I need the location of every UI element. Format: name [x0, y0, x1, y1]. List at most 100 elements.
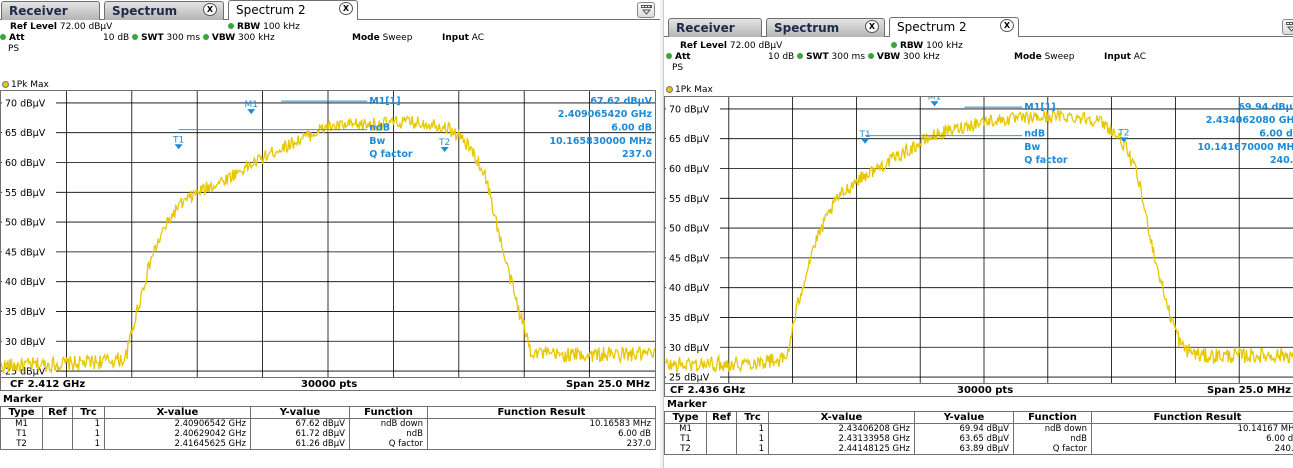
tab-spectrum-2[interactable]: Spectrum 2 X: [889, 17, 1019, 37]
marker-t1-icon: [174, 144, 183, 150]
tab-receiver[interactable]: Receiver: [668, 18, 762, 37]
y-tick-label-background: [666, 222, 720, 234]
marker-readout-frequency: 2.434062080 GHz: [1206, 115, 1293, 126]
marker-readout-title: M1[1]: [369, 96, 400, 107]
bandwidth-value: 10.165830000 MHz: [549, 136, 652, 147]
att-value[interactable]: 10 dB: [768, 52, 795, 62]
column-header: Trc: [72, 406, 105, 419]
att-value[interactable]: 10 dB: [103, 33, 130, 43]
type-cell: T1: [664, 434, 707, 444]
tab-spectrum[interactable]: Spectrum X: [104, 1, 224, 20]
mode-value[interactable]: Sweep: [1044, 52, 1075, 62]
column-header: Y-value: [250, 406, 350, 419]
status-dot-icon: [0, 34, 6, 40]
y-tick-label-background: [2, 156, 56, 168]
y-tick-label: 45 dBµV: [669, 253, 710, 264]
vbw-value[interactable]: 300 kHz: [238, 33, 275, 43]
spectrum-diagram[interactable]: 70 dBµV 65 dBµV 60 dBµV 55 dBµV 50 dBµV 45 dB…: [664, 96, 1293, 384]
bandwidth-value: 10.141670000 MHz: [1197, 142, 1293, 153]
table-row[interactable]: M1 1 2.40906542 GHz 67.62 dBµV ndB down …: [0, 418, 656, 429]
tab-label: Spectrum: [112, 4, 178, 18]
column-header: X-value: [104, 406, 251, 419]
y-value-cell: 67.62 dBµV: [250, 418, 350, 429]
marker-t2-icon: [440, 146, 449, 152]
tab-spectrum-2[interactable]: Spectrum 2 X: [228, 0, 358, 20]
function-cell: ndB down: [349, 418, 428, 429]
input-value[interactable]: AC: [471, 33, 485, 43]
trc-cell: 1: [736, 434, 769, 444]
y-tick-label-background: [2, 96, 56, 108]
y-tick-label: 70 dBµV: [669, 104, 710, 115]
tab-spectrum[interactable]: Spectrum X: [766, 18, 885, 37]
menu-icon[interactable]: [637, 2, 655, 18]
marker-t1-icon: [861, 138, 870, 144]
close-icon[interactable]: X: [865, 20, 879, 33]
bandwidth-label: Bw: [369, 136, 385, 147]
swt-label: SWT: [141, 33, 164, 43]
input-value[interactable]: AC: [1133, 52, 1147, 62]
rbw-value[interactable]: 100 kHz: [926, 41, 963, 51]
table-row[interactable]: T1 1 2.43133958 GHz 63.65 dBµV ndB 6.00 …: [664, 434, 1293, 444]
tab-receiver[interactable]: Receiver: [1, 1, 100, 20]
table-row[interactable]: T1 1 2.40629042 GHz 61.72 dBµV ndB 6.00 …: [0, 429, 656, 439]
function-result-cell: 237.0: [427, 439, 656, 450]
trace-label: 1Pk Max: [666, 85, 713, 95]
close-icon[interactable]: X: [339, 2, 353, 15]
mode-value[interactable]: Sweep: [382, 33, 413, 43]
y-tick-label-background: [2, 335, 56, 347]
column-header: Trc: [736, 411, 769, 424]
rbw-value[interactable]: 100 kHz: [263, 22, 300, 32]
analyzer-panel-left: Receiver Spectrum X Spectrum 2 X Ref Level…: [0, 0, 660, 450]
trc-cell: 1: [72, 418, 105, 429]
marker-m1-icon: [930, 101, 939, 107]
x-value-cell: 2.43133958 GHz: [768, 434, 915, 444]
x-value-cell: 2.40629042 GHz: [104, 429, 251, 439]
y-tick-label: 50 dBµV: [5, 218, 46, 229]
vbw-value[interactable]: 300 kHz: [903, 52, 940, 62]
swt-value[interactable]: 300 ms: [831, 52, 866, 62]
y-tick-label-background: [666, 251, 720, 263]
spectrum-diagram[interactable]: 70 dBµV 65 dBµV 60 dBµV 55 dBµV 50 dBµV 45 dB…: [0, 90, 656, 378]
marker-readout-title: M1[1]: [1024, 102, 1055, 113]
function-cell: Q factor: [349, 439, 428, 450]
ref-cell: [42, 418, 73, 429]
trc-cell: 1: [736, 444, 769, 455]
rbw-label: RBW: [900, 41, 924, 51]
table-row[interactable]: T2 1 2.44148125 GHz 63.89 dBµV Q factor …: [664, 444, 1293, 455]
function-result-cell: 240.0: [1091, 444, 1293, 455]
y-tick-label: 55 dBµV: [5, 188, 46, 199]
trace-label-text: 1Pk Max: [11, 80, 49, 90]
y-tick-label-background: [666, 102, 720, 114]
y-tick-label: 30 dBµV: [5, 337, 46, 348]
ndb-label: ndB: [369, 122, 390, 133]
type-cell: T2: [664, 444, 707, 455]
ref-level-label: Ref Level: [680, 41, 727, 51]
ref-cell: [706, 434, 737, 444]
ref-level-value[interactable]: 72.00 dBµV: [59, 22, 113, 32]
status-dot-icon: [797, 53, 804, 59]
type-cell: M1: [664, 423, 707, 434]
tab-label: Spectrum 2: [236, 3, 306, 17]
marker-table-title: Marker: [3, 394, 43, 405]
y-tick-label: 65 dBµV: [5, 128, 46, 139]
y-tick-label-background: [666, 311, 720, 323]
table-row[interactable]: T2 1 2.41645625 GHz 61.26 dBµV Q factor …: [0, 439, 656, 450]
y-value-cell: 61.26 dBµV: [250, 439, 350, 450]
swt-value[interactable]: 300 ms: [166, 33, 201, 43]
table-row[interactable]: M1 1 2.43406208 GHz 69.94 dBµV ndB down …: [664, 423, 1293, 434]
type-cell: M1: [0, 418, 43, 429]
input-label: Input: [442, 33, 469, 43]
y-tick-label: 45 dBµV: [5, 247, 46, 258]
menu-icon[interactable]: [1282, 19, 1293, 35]
x-value-cell: 2.43406208 GHz: [768, 423, 915, 434]
y-tick-label-background: [2, 186, 56, 198]
trace-label: 1Pk Max: [2, 80, 49, 90]
tab-label: Spectrum: [774, 21, 840, 35]
table-header-row: Type Ref Trc X-value Y-value Function Fu…: [664, 411, 1293, 424]
close-icon[interactable]: X: [203, 3, 217, 16]
close-icon[interactable]: X: [1000, 19, 1014, 32]
y-tick-label: 25 dBµV: [5, 367, 46, 377]
span: Span 25.0 MHz: [565, 379, 650, 390]
ref-level-value[interactable]: 72.00 dBµV: [729, 41, 783, 51]
marker-t1-label: T1: [172, 135, 184, 145]
